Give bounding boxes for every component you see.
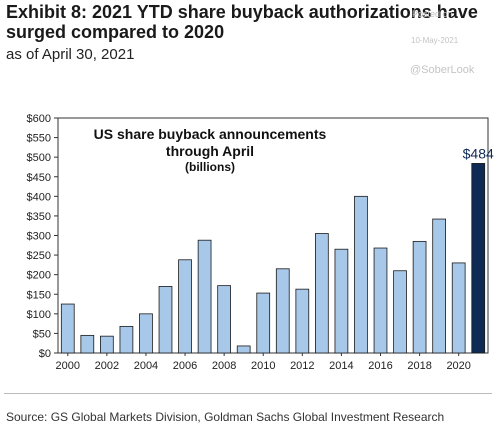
- buyback-bar-chart: $0 $50 $100 $150 $200 $250 $300 $350 $400 $450 $50…: [27, 113, 494, 372]
- watermark-date: 10-May-2021: [411, 36, 459, 45]
- watermark-posted: Posted on: [412, 9, 453, 19]
- bar-2020: [451, 262, 466, 354]
- chart-title-line2: through April: [166, 143, 254, 159]
- chart-title: US share buyback announcements: [94, 126, 327, 142]
- x-tick-label: 2000: [56, 360, 80, 372]
- bar-2021: [471, 163, 486, 354]
- footer-divider: [4, 393, 492, 394]
- x-tick-label: 2006: [173, 360, 197, 372]
- x-tick-label: 2012: [290, 360, 314, 372]
- bar-2001: [80, 334, 95, 354]
- watermark-handle: @SoberLook: [410, 64, 475, 76]
- bar-2011: [275, 268, 290, 354]
- bar-2014: [334, 248, 349, 354]
- bar-2008: [217, 285, 231, 354]
- x-tick-label: 2002: [95, 360, 119, 372]
- bar-2007: [197, 239, 212, 354]
- bars: $484: [60, 145, 494, 354]
- y-tick-label: $0: [39, 348, 51, 360]
- y-tick-label: $150: [27, 289, 51, 301]
- y-axis: $0 $50 $100 $150 $200 $250 $300 $350 $400 $450 $50…: [27, 113, 489, 360]
- bar-2005: [158, 286, 173, 354]
- bar-2013: [315, 233, 329, 354]
- y-tick-label: $550: [27, 133, 51, 145]
- x-tick-label: 2004: [134, 360, 158, 372]
- bar-2019: [432, 218, 446, 354]
- y-tick-label: $500: [27, 152, 51, 164]
- x-tick-label: 2018: [407, 360, 431, 372]
- x-tick-label: 2020: [446, 360, 470, 372]
- exhibit-subtitle: as of April 30, 2021: [6, 46, 135, 63]
- exhibit-title: Exhibit 8: 2021 YTD share buyback author…: [6, 2, 478, 42]
- bar-2002: [100, 335, 114, 354]
- y-tick-label: $250: [27, 250, 51, 262]
- y-tick-label: $100: [27, 309, 51, 321]
- y-tick-label: $200: [27, 270, 51, 282]
- x-tick-label: 2008: [212, 360, 236, 372]
- bar-2009: [236, 345, 251, 354]
- bar-data-label: $484: [463, 145, 494, 161]
- bar-2003: [119, 325, 134, 354]
- bar-2004: [139, 313, 153, 354]
- bar-2000: [60, 303, 75, 354]
- x-tick-label: 2010: [251, 360, 275, 372]
- y-tick-label: $400: [27, 191, 51, 203]
- y-tick-label: $600: [27, 113, 51, 125]
- bar-2017: [393, 270, 407, 354]
- chart-subtitle: (billions): [185, 160, 235, 174]
- bar-2012: [295, 288, 310, 354]
- y-tick-label: $50: [33, 328, 51, 340]
- bar-2018: [412, 240, 427, 354]
- bar-2006: [178, 259, 192, 354]
- x-tick-label: 2014: [329, 360, 353, 372]
- source-note: Source: GS Global Markets Division, Gold…: [6, 410, 445, 424]
- y-tick-label: $350: [27, 211, 51, 223]
- bar-2010: [256, 292, 271, 354]
- x-tick-label: 2016: [368, 360, 392, 372]
- bar-2015: [354, 195, 368, 354]
- bar-2016: [373, 247, 388, 354]
- x-axis: 2000 2002 2004 2006 2008 2010 2012 2014 2016 2018…: [56, 353, 471, 372]
- y-tick-label: $300: [27, 231, 51, 243]
- y-tick-label: $450: [27, 172, 51, 184]
